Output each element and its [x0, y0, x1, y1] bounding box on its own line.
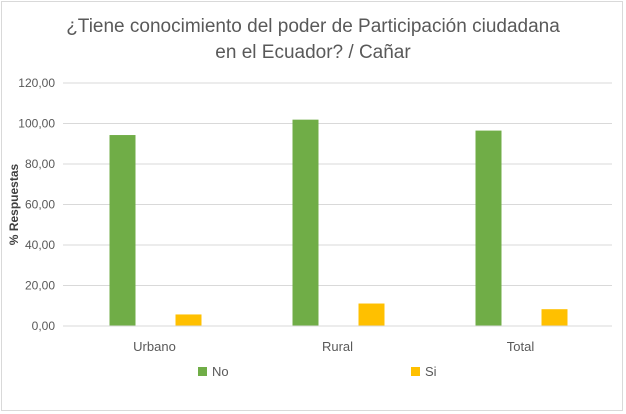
y-axis-title: % Respuestas: [7, 163, 21, 245]
y-tick-label: 120,00: [18, 76, 55, 90]
bar-si-total: [541, 309, 568, 326]
legend-label-no: No: [212, 364, 229, 379]
bar-no-urbano: [109, 135, 136, 326]
legend-swatch-no: [198, 367, 207, 376]
bar-si-urbano: [175, 314, 202, 326]
chart-title-line-2: en el Ecuador? / Cañar: [215, 42, 411, 63]
legend: No Si: [198, 364, 437, 379]
bar-no-rural: [292, 119, 319, 326]
legend-swatch-si: [411, 367, 420, 376]
y-tick-label: 40,00: [25, 238, 55, 252]
chart-title: ¿Tiene conocimiento del poder de Partici…: [0, 14, 626, 66]
bar-no-total: [475, 130, 502, 326]
x-tick-label: Total: [507, 339, 535, 354]
x-tick-label: Urbano: [133, 339, 176, 354]
y-tick-label: 60,00: [25, 198, 55, 212]
x-tick-label: Rural: [322, 339, 353, 354]
gridlines: [63, 82, 612, 286]
chart-title-line-1: ¿Tiene conocimiento del poder de Partici…: [66, 16, 560, 37]
x-axis-tick-labels: Urbano Rural Total: [133, 339, 534, 354]
y-tick-label: 80,00: [25, 157, 55, 171]
y-tick-label: 20,00: [25, 279, 55, 293]
y-tick-label: 100,00: [18, 117, 55, 131]
legend-label-si: Si: [425, 364, 437, 379]
y-tick-label: 0,00: [32, 319, 56, 333]
bars: [109, 119, 568, 326]
y-axis-tick-labels: 0,00 20,00 40,00 60,00 80,00 100,00 120,00: [18, 76, 55, 333]
bar-si-rural: [358, 303, 385, 326]
